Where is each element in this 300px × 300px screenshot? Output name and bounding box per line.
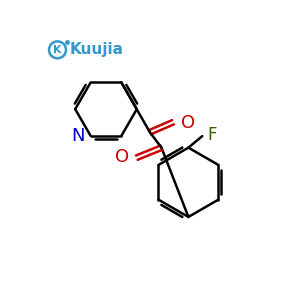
Text: Kuujia: Kuujia (70, 42, 124, 57)
Text: O: O (115, 148, 129, 166)
Text: N: N (72, 127, 85, 145)
Text: O: O (181, 114, 195, 132)
Text: K: K (53, 45, 62, 55)
Text: F: F (207, 126, 216, 144)
